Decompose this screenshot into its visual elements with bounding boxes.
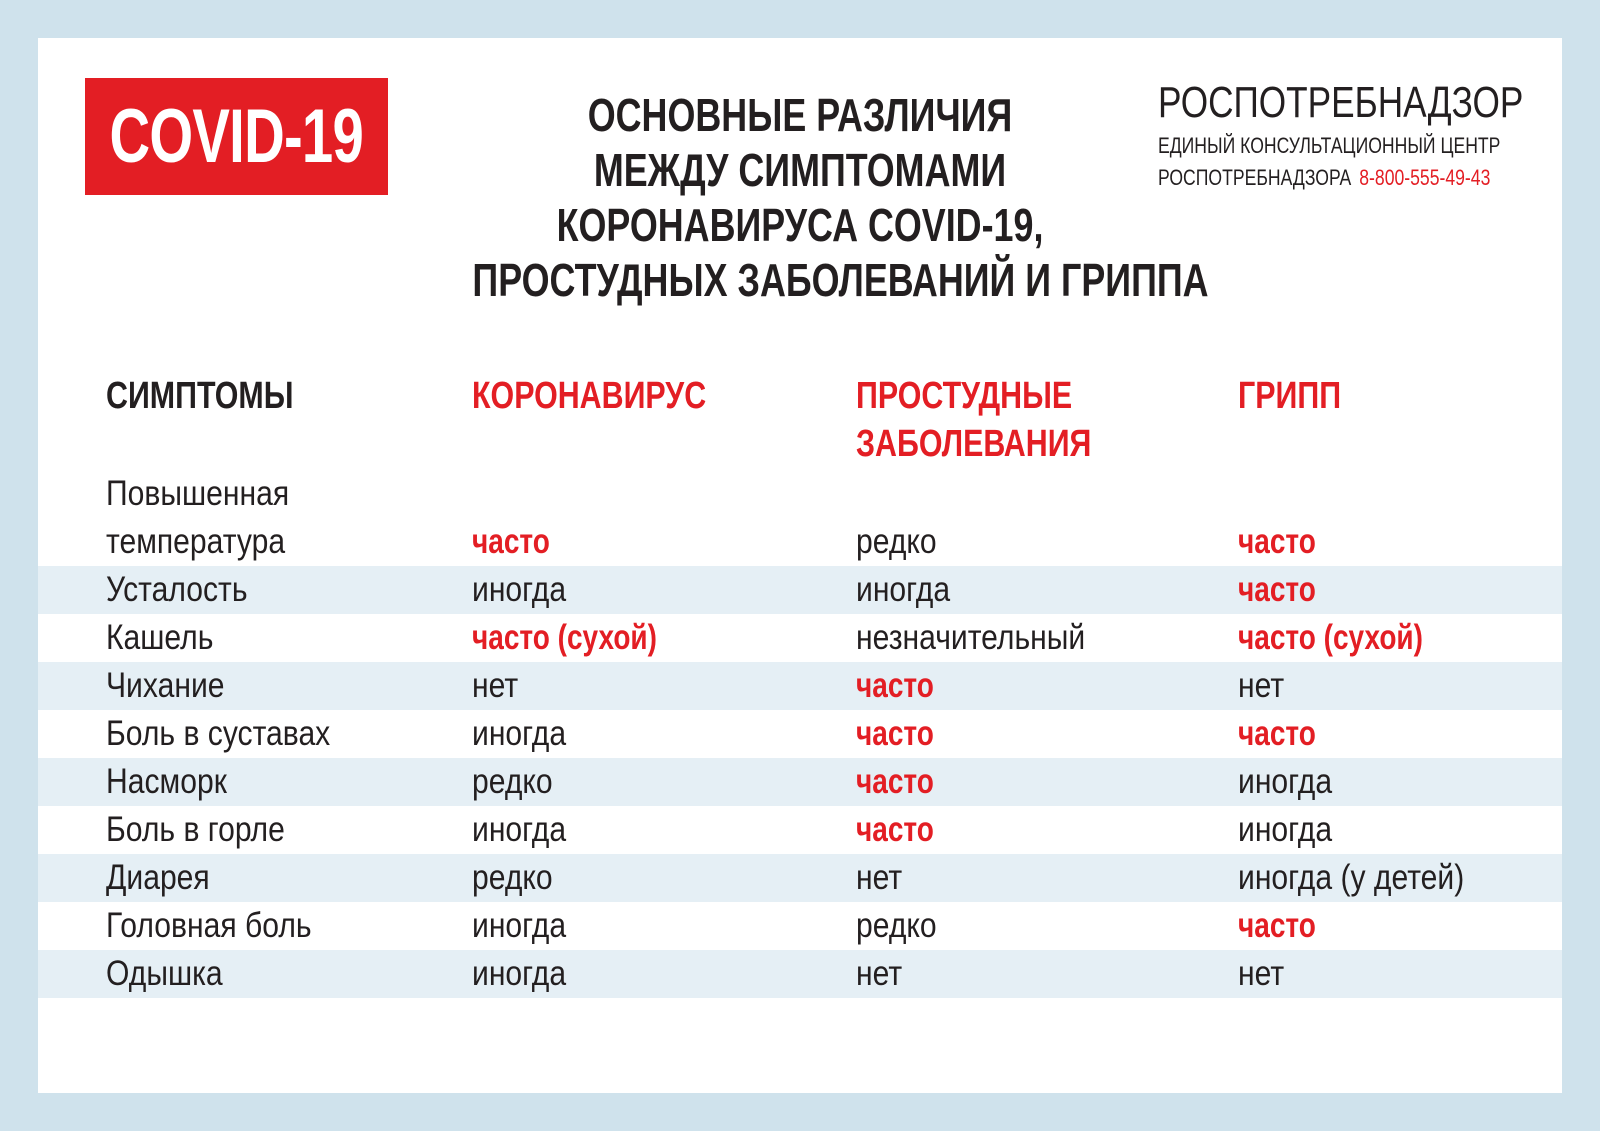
header-cold-line2: ЗАБОЛЕВАНИЯ <box>856 423 1092 465</box>
flu-cell: часто <box>1238 522 1316 561</box>
covid-logo: COVID-19 <box>85 78 388 195</box>
table-row: Боль в горле иногда часто иногда <box>38 806 1562 854</box>
cold-cell: иногда <box>856 570 951 609</box>
title-line: МЕЖДУ СИМПТОМАМИ <box>593 144 1007 196</box>
page-title: ОСНОВНЫЕ РАЗЛИЧИЯ МЕЖДУ СИМПТОМАМИ КОРОН… <box>380 88 1220 308</box>
flu-cell: иногда <box>1238 762 1333 801</box>
table-row: Повышенная температура часто редко часто <box>38 474 1562 566</box>
symptom-name: Кашель <box>106 618 214 657</box>
header-flu: ГРИПП <box>1238 375 1342 417</box>
flu-cell: нет <box>1238 954 1285 993</box>
coronavirus-cell: редко <box>472 762 553 801</box>
table-row: Усталость иногда иногда часто <box>38 566 1562 614</box>
header-cold: ПРОСТУДНЫЕ ЗАБОЛЕВАНИЯ <box>856 372 1091 468</box>
cold-cell: часто <box>856 666 934 705</box>
cold-cell: нет <box>856 954 903 993</box>
coronavirus-cell: редко <box>472 858 553 897</box>
cold-cell: часто <box>856 714 934 753</box>
coronavirus-cell: иногда <box>472 570 567 609</box>
table-row: Диарея редко нет иногда (у детей) <box>38 854 1562 902</box>
coronavirus-cell: нет <box>472 666 519 705</box>
hotline-phone: 8-800-555-49-43 <box>1359 165 1491 190</box>
flu-cell: нет <box>1238 666 1285 705</box>
table-row: Кашель часто (сухой) незначительный часто (… <box>38 614 1562 662</box>
header-cold-line1: ПРОСТУДНЫЕ <box>856 375 1073 417</box>
coronavirus-cell: часто (сухой) <box>472 618 657 657</box>
title-line: ПРОСТУДНЫХ ЗАБОЛЕВАНИЙ И ГРИППА <box>472 254 1209 306</box>
coronavirus-cell: часто <box>472 522 550 561</box>
title-line: КОРОНАВИРУСА COVID-19, <box>556 199 1044 251</box>
table-row: Насморк редко часто иногда <box>38 758 1562 806</box>
covid-logo-text: COVID-19 <box>109 94 364 179</box>
table-row: Одышка иногда нет нет <box>38 950 1562 998</box>
coronavirus-cell: иногда <box>472 906 567 945</box>
symptom-name: Повышенная <box>106 474 290 513</box>
coronavirus-cell: иногда <box>472 954 567 993</box>
organization-block: РОСПОТРЕБНАДЗОР ЕДИНЫЙ КОНСУЛЬТАЦИОННЫЙ … <box>1158 78 1558 192</box>
flu-cell: часто <box>1238 714 1316 753</box>
symptom-name: Диарея <box>106 858 210 897</box>
symptom-name: температура <box>106 522 286 561</box>
flu-cell: часто <box>1238 906 1316 945</box>
flu-cell: часто (сухой) <box>1238 618 1423 657</box>
org-line2-wrap: РОСПОТРЕБНАДЗОРА 8-800-555-49-43 <box>1158 164 1490 192</box>
table-row: Чихание нет часто нет <box>38 662 1562 710</box>
org-name: РОСПОТРЕБНАДЗОР <box>1158 78 1524 127</box>
symptom-name: Одышка <box>106 954 223 993</box>
cold-cell: часто <box>856 810 934 849</box>
table-row: Головная боль иногда редко часто <box>38 902 1562 950</box>
table-row: Боль в суставах иногда часто часто <box>38 710 1562 758</box>
coronavirus-cell: иногда <box>472 714 567 753</box>
poster-card <box>38 38 1562 1093</box>
org-line2: РОСПОТРЕБНАДЗОРА <box>1158 165 1352 190</box>
cold-cell: часто <box>856 762 934 801</box>
cold-cell: редко <box>856 906 937 945</box>
flu-cell: иногда <box>1238 810 1333 849</box>
symptom-name: Усталость <box>106 570 248 609</box>
header-symptoms: СИМПТОМЫ <box>106 375 294 417</box>
cold-cell: редко <box>856 522 937 561</box>
flu-cell: иногда (у детей) <box>1238 858 1465 897</box>
symptom-name: Боль в горле <box>106 810 285 849</box>
title-line: ОСНОВНЫЕ РАЗЛИЧИЯ <box>587 89 1013 141</box>
coronavirus-cell: иногда <box>472 810 567 849</box>
symptom-name: Боль в суставах <box>106 714 331 753</box>
org-line1: ЕДИНЫЙ КОНСУЛЬТАЦИОННЫЙ ЦЕНТР <box>1158 133 1501 158</box>
header-coronavirus: КОРОНАВИРУС <box>472 375 707 417</box>
symptom-name: Чихание <box>106 666 225 705</box>
cold-cell: нет <box>856 858 903 897</box>
flu-cell: часто <box>1238 570 1316 609</box>
cold-cell: незначительный <box>856 618 1086 657</box>
symptom-name: Головная боль <box>106 906 312 945</box>
symptom-name: Насморк <box>106 762 227 801</box>
